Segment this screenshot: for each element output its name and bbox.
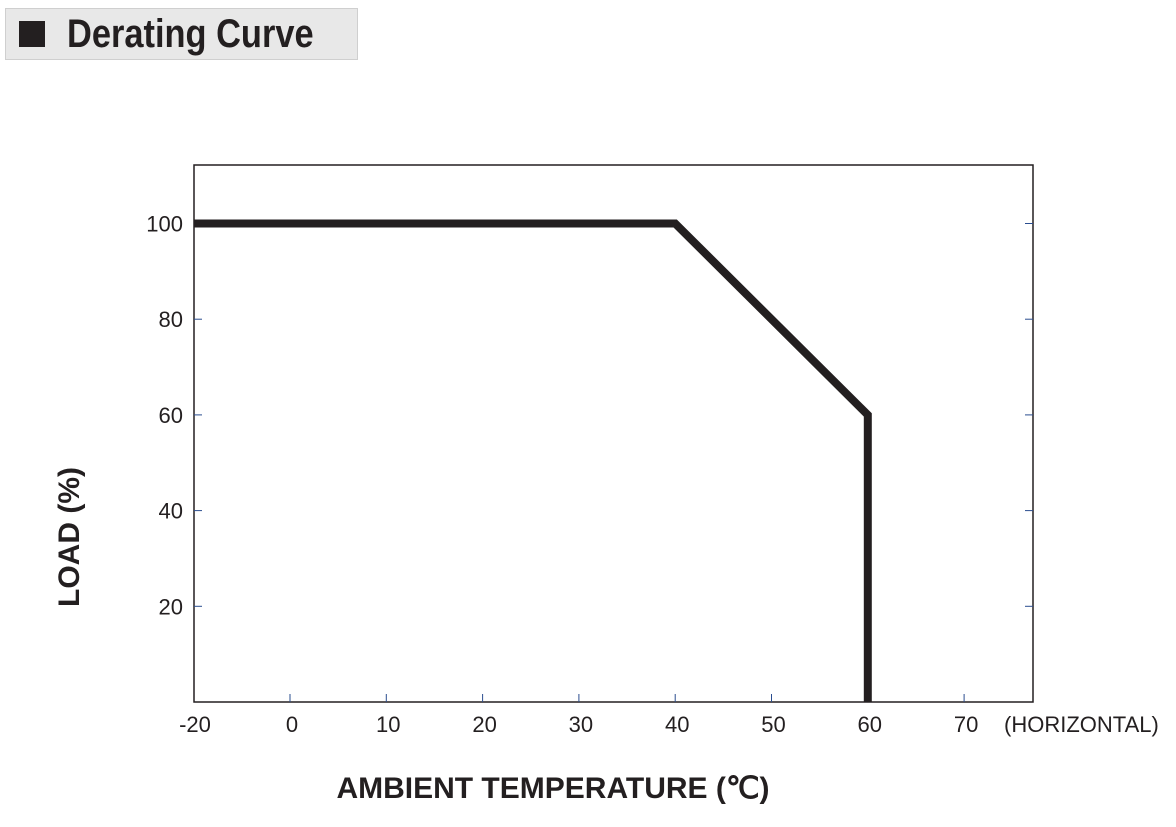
x-tick-label: -20 [179, 712, 211, 737]
y-tick-label: 20 [159, 594, 183, 619]
x-axis-title: AMBIENT TEMPERATURE (℃) [336, 772, 769, 805]
x-axis-note: (HORIZONTAL) [1004, 712, 1159, 737]
chart-title: Derating Curve [67, 11, 314, 56]
y-tick-label: 100 [146, 212, 183, 237]
derating-curve-line [194, 219, 872, 702]
plot-frame [193, 164, 1034, 703]
bullet-square-icon [19, 21, 45, 47]
y-axis-title: LOAD (%) [53, 467, 86, 607]
y-tick-label: 60 [159, 403, 183, 428]
x-axis-ticks: -20 0 10 20 30 40 50 60 70 [179, 694, 978, 737]
series-layer [194, 219, 872, 702]
x-tick-label: 10 [376, 712, 400, 737]
x-tick-label: 70 [954, 712, 978, 737]
x-tick-label: 60 [858, 712, 882, 737]
x-tick-label: 20 [472, 712, 496, 737]
x-tick-label: 40 [665, 712, 689, 737]
y-tick-label: 40 [159, 499, 183, 524]
x-tick-label: 0 [286, 712, 298, 737]
x-tick-label: 30 [569, 712, 593, 737]
x-tick-label: 50 [761, 712, 785, 737]
y-tick-label: 80 [159, 307, 183, 332]
chart-title-box: Derating Curve [5, 8, 358, 60]
y-axis-ticks: 20 40 60 80 100 [146, 212, 1033, 619]
